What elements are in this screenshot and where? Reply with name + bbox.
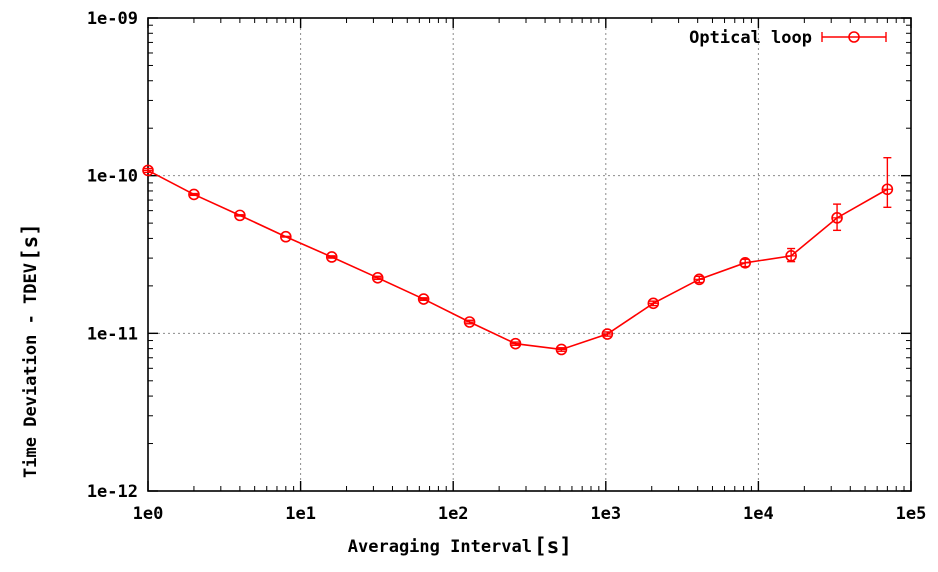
- series-layer: [142, 157, 894, 356]
- x-axis-label: Averaging Interval: [348, 537, 532, 557]
- legend: Optical loop: [689, 28, 887, 48]
- x-tick-label: 1e0: [133, 504, 164, 524]
- y-tick-label: 1e-09: [87, 9, 138, 29]
- y-tick-label: 1e-12: [87, 482, 138, 502]
- y-axis-unit: [s]: [18, 223, 42, 261]
- x-tick-label: 1e2: [438, 504, 469, 524]
- series-line: [147, 169, 888, 351]
- x-tick-label: 1e1: [285, 504, 316, 524]
- axes: 1e0 1e1 1e2 1e3 1e4 1e5 1e-09 1e-10 1e-11 1e-12: [87, 9, 927, 524]
- y-tick-label: 1e-11: [87, 324, 138, 344]
- x-tick-label: 1e3: [590, 504, 621, 524]
- x-tick-label: 1e4: [743, 504, 774, 524]
- legend-marker: [848, 31, 860, 43]
- grid-lines: [148, 18, 911, 491]
- plot-frame: [147, 17, 912, 492]
- y-tick-label: 1e-10: [87, 167, 138, 187]
- y-axis-label-group: Time Deviation - TDEV [s]: [18, 223, 42, 478]
- legend-label: Optical loop: [689, 28, 812, 48]
- x-axis-unit: [s]: [534, 534, 572, 558]
- x-tick-label: 1e5: [896, 504, 927, 524]
- y-axis-label: Time Deviation - TDEV: [21, 263, 41, 478]
